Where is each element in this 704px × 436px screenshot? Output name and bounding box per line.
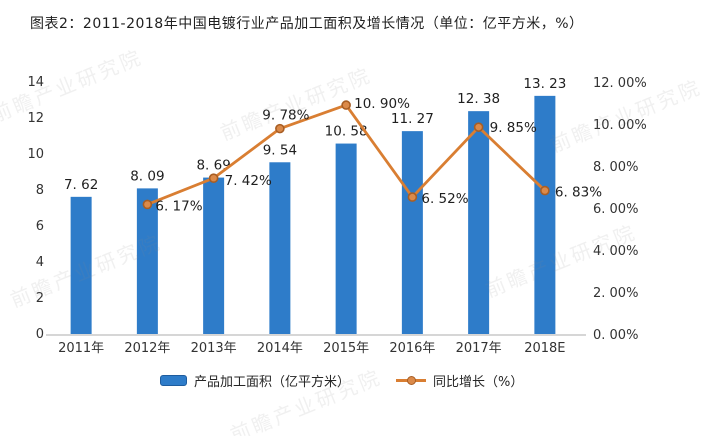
right-axis-tick-label: 4. 00% bbox=[593, 244, 638, 259]
legend-item-line: 同比增长（%） bbox=[396, 371, 523, 390]
line-marker-2014年 bbox=[275, 123, 285, 134]
bar-2013年 bbox=[203, 177, 225, 334]
line-marker-2016年 bbox=[407, 192, 418, 202]
x-axis-label: 2016年 bbox=[389, 341, 435, 356]
bar-2014年 bbox=[269, 162, 291, 334]
left-axis-tick-label: 8 bbox=[36, 183, 44, 198]
legend-label-line: 同比增长（%） bbox=[433, 375, 524, 390]
left-axis-tick-label: 14 bbox=[27, 75, 44, 90]
line-value-label: 6. 83% bbox=[555, 185, 602, 201]
right-axis-tick-label: 8. 00% bbox=[593, 160, 638, 175]
line-swatch-icon bbox=[396, 376, 427, 385]
bar-2015年 bbox=[335, 143, 357, 334]
legend: 产品加工面积（亿平方米） 同比增长（%） bbox=[160, 371, 523, 390]
line-value-label: 7. 42% bbox=[225, 173, 272, 189]
line-value-label: 6. 17% bbox=[155, 198, 202, 214]
line-value-label: 6. 52% bbox=[421, 191, 468, 207]
bar-2016年 bbox=[401, 131, 423, 334]
bar-value-label: 9. 54 bbox=[263, 142, 297, 158]
line-marker-2015年 bbox=[341, 100, 351, 110]
bar-value-label: 7. 62 bbox=[64, 177, 98, 193]
bar-swatch-icon bbox=[160, 375, 187, 386]
bar-value-label: 12. 38 bbox=[457, 91, 500, 107]
left-axis-tick-label: 2 bbox=[36, 291, 44, 306]
right-axis-tick-label: 10. 00% bbox=[593, 118, 647, 133]
x-axis-label: 2013年 bbox=[191, 341, 237, 356]
bar-value-label: 8. 09 bbox=[130, 168, 164, 184]
chart-title: 图表2：2011-2018年中国电镀行业产品加工面积及增长情况（单位：亿平方米，… bbox=[30, 16, 584, 32]
bar-2011年 bbox=[70, 196, 92, 334]
right-axis-tick-label: 0. 00% bbox=[593, 328, 638, 343]
bar-value-label: 8. 69 bbox=[196, 158, 230, 174]
right-axis-tick-label: 2. 00% bbox=[593, 286, 638, 301]
left-axis-tick-label: 6 bbox=[36, 219, 44, 234]
line-marker-2018E bbox=[540, 185, 550, 196]
legend-label-bar: 产品加工面积（亿平方米） bbox=[194, 375, 351, 390]
bar-2017年 bbox=[468, 111, 490, 334]
left-axis-tick-label: 12 bbox=[27, 111, 44, 126]
left-axis-tick-label: 10 bbox=[27, 147, 44, 162]
bar-value-label: 10. 58 bbox=[325, 124, 368, 140]
x-axis-label: 2018E bbox=[524, 341, 565, 356]
line-marker-2017年 bbox=[473, 122, 484, 132]
bar-value-label: 11. 27 bbox=[391, 111, 434, 127]
x-axis-label: 2015年 bbox=[323, 341, 369, 356]
x-axis-label: 2011年 bbox=[58, 341, 104, 356]
line-marker-2012年 bbox=[142, 199, 153, 210]
left-axis-tick-label: 4 bbox=[36, 255, 44, 270]
line-marker-2013年 bbox=[208, 173, 219, 183]
right-axis-tick-label: 6. 00% bbox=[593, 202, 638, 217]
right-axis-tick-label: 12. 00% bbox=[593, 76, 647, 91]
x-axis-label: 2012年 bbox=[124, 341, 170, 356]
bar-value-label: 13. 23 bbox=[523, 76, 566, 92]
line-value-label: 9. 85% bbox=[490, 120, 537, 136]
left-axis-tick-label: 0 bbox=[36, 327, 44, 342]
bar-2018E bbox=[534, 95, 556, 334]
line-value-label: 9. 78% bbox=[262, 108, 309, 124]
legend-item-bar: 产品加工面积（亿平方米） bbox=[160, 371, 350, 390]
bar-2012年 bbox=[136, 188, 158, 334]
x-axis-label: 2017年 bbox=[456, 341, 502, 356]
line-value-label: 10. 90% bbox=[354, 96, 410, 112]
x-axis-label: 2014年 bbox=[257, 341, 303, 356]
